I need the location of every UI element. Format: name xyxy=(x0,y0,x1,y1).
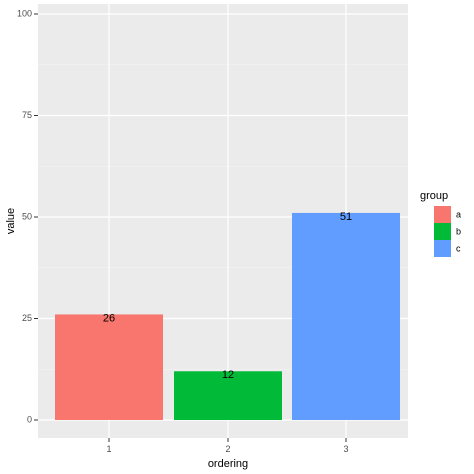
x-tick-label: 2 xyxy=(225,444,230,454)
legend-label-a: a xyxy=(456,209,461,219)
legend-label-c: c xyxy=(456,243,461,253)
legend-label-b: b xyxy=(456,226,461,236)
data-labels: 26 12 51 xyxy=(103,211,352,381)
bar-a xyxy=(55,314,163,420)
data-label-c: 51 xyxy=(340,211,352,223)
data-label-a: 26 xyxy=(103,312,115,324)
y-tick-label: 0 xyxy=(27,414,32,424)
bar-b xyxy=(174,371,282,420)
y-tick-label: 100 xyxy=(17,8,32,18)
bars xyxy=(55,212,400,420)
legend-key-a xyxy=(434,206,451,223)
y-tick-label: 50 xyxy=(22,211,32,221)
legend-title: group xyxy=(420,190,448,202)
y-axis-title: value xyxy=(5,208,17,234)
x-axis: 1 2 3 xyxy=(106,438,349,454)
data-label-b: 12 xyxy=(222,369,234,381)
legend: group abc xyxy=(420,190,461,257)
legend-key-b xyxy=(434,223,451,240)
x-tick-label: 3 xyxy=(343,444,348,454)
x-tick-label: 1 xyxy=(106,444,111,454)
bar-c xyxy=(292,212,400,420)
y-tick-label: 75 xyxy=(22,110,32,120)
y-tick-label: 25 xyxy=(22,313,32,323)
x-axis-title: ordering xyxy=(208,458,248,470)
y-axis: 0 25 50 75 100 xyxy=(17,8,38,424)
legend-key-c xyxy=(434,240,451,257)
